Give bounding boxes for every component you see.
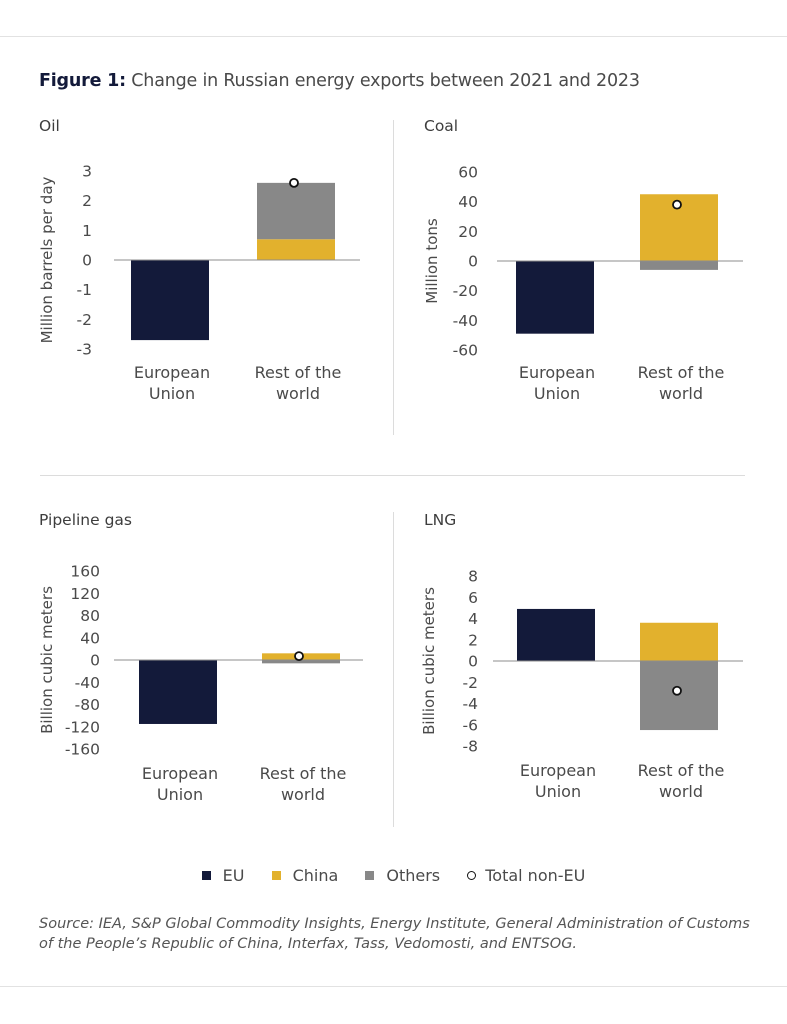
ylabel-coal: Million tons <box>423 218 441 304</box>
category-label-pipeline-gas-rest-of-world: Rest of the <box>260 764 347 783</box>
ytick-label-oil: 2 <box>82 192 92 210</box>
legend-item-total-non-eu: Total non-EU <box>467 866 585 885</box>
top-divider <box>0 36 787 37</box>
ytick-label-oil: -1 <box>77 281 92 299</box>
category-label-pipeline-gas-rest-of-world: world <box>281 785 325 804</box>
ytick-label-pipeline-gas: -40 <box>75 674 100 692</box>
category-label-coal-eu: Union <box>534 384 580 403</box>
ylabel-lng: Billion cubic meters <box>420 587 438 735</box>
category-label-lng-rest-of-world: Rest of the <box>638 761 725 780</box>
marker-oil-total-non-eu <box>289 177 299 188</box>
legend-marker-total-non-eu <box>467 871 477 880</box>
bar-pipeline-gas-eu-eu <box>139 660 217 724</box>
bar-lng-eu-eu <box>517 608 595 661</box>
bottom-divider <box>0 986 787 987</box>
ytick-label-lng: 4 <box>468 610 478 628</box>
marker-coal-total-non-eu <box>672 199 682 210</box>
ytick-label-pipeline-gas: -120 <box>65 718 100 736</box>
legend-label-eu: EU <box>222 866 245 885</box>
category-label-oil-eu: Union <box>149 384 195 403</box>
legend: EU China Others Total non-EU <box>0 865 787 885</box>
source-note: Source: IEA, S&P Global Commodity Insigh… <box>39 916 750 952</box>
figure-title-text: Change in Russian energy exports between… <box>131 71 640 91</box>
bar-coal-others-rest-of-world <box>640 261 718 270</box>
ytick-label-coal: 40 <box>458 193 478 211</box>
legend-item-others: Others <box>365 866 440 885</box>
ylabel-pipeline-gas: Billion cubic meters <box>38 586 56 734</box>
ytick-label-lng: -2 <box>463 674 478 692</box>
ytick-label-coal: 0 <box>468 253 478 271</box>
ytick-label-lng: 8 <box>468 568 478 586</box>
panel-title-lng: LNG <box>424 511 457 529</box>
legend-item-eu: EU <box>201 866 245 885</box>
category-label-oil-rest-of-world: world <box>276 384 320 403</box>
panel-separator-top <box>393 120 394 435</box>
ytick-label-coal: -40 <box>453 312 478 330</box>
bar-pipeline-gas-others-rest-of-world <box>262 660 340 664</box>
ytick-label-pipeline-gas: 0 <box>90 652 100 670</box>
ytick-label-lng: -6 <box>463 716 478 734</box>
ytick-label-coal: 20 <box>458 223 478 241</box>
bar-oil-eu-eu <box>131 260 209 341</box>
category-label-coal-rest-of-world: Rest of the <box>638 363 725 382</box>
marker-lng-total-non-eu <box>672 685 682 696</box>
bar-coal-eu-eu <box>516 261 594 334</box>
ytick-label-coal: 60 <box>458 164 478 182</box>
category-label-coal-eu: European <box>519 363 595 382</box>
legend-item-china: China <box>271 866 339 885</box>
category-label-pipeline-gas-eu: European <box>142 764 218 783</box>
ytick-label-oil: 3 <box>82 163 92 181</box>
category-label-pipeline-gas-eu: Union <box>157 785 203 804</box>
figure-title: Figure 1: Change in Russian energy expor… <box>39 71 640 91</box>
category-label-coal-rest-of-world: world <box>659 384 703 403</box>
ytick-label-coal: -20 <box>453 282 478 300</box>
ytick-label-lng: -4 <box>463 695 478 713</box>
legend-swatch-eu <box>201 871 211 880</box>
ytick-label-pipeline-gas: 120 <box>70 585 100 603</box>
category-label-lng-rest-of-world: world <box>659 782 703 801</box>
bar-oil-others-rest-of-world <box>257 182 335 240</box>
bar-lng-others-rest-of-world <box>640 661 718 731</box>
ytick-label-oil: 1 <box>82 222 92 240</box>
legend-swatch-china <box>271 871 281 880</box>
category-label-lng-eu: European <box>520 761 596 780</box>
figure-label: Figure 1: <box>39 71 126 91</box>
ytick-label-lng: 2 <box>468 631 478 649</box>
legend-label-total-non-eu: Total non-EU <box>485 866 586 885</box>
ytick-label-pipeline-gas: -160 <box>65 741 100 759</box>
ytick-label-pipeline-gas: 80 <box>80 607 100 625</box>
ytick-label-oil: -2 <box>77 311 92 329</box>
category-label-oil-rest-of-world: Rest of the <box>255 363 342 382</box>
ytick-label-lng: -8 <box>463 738 478 756</box>
bar-lng-china-rest-of-world <box>640 622 718 661</box>
ytick-label-oil: 0 <box>82 252 92 270</box>
legend-swatch-others <box>365 871 375 880</box>
charts-canvas: 3 2 1 0 -1 -2 -3 Million barrels per day Europea… <box>38 163 743 804</box>
panel-title-pipeline-gas: Pipeline gas <box>39 511 132 529</box>
ylabel-oil: Million barrels per day <box>38 176 56 343</box>
row-divider <box>40 475 745 476</box>
bar-oil-china-rest-of-world <box>257 239 335 260</box>
legend-label-others: Others <box>386 866 441 885</box>
category-label-lng-eu: Union <box>535 782 581 801</box>
panel-separator-bottom <box>393 512 394 827</box>
marker-pipeline-gas-total-non-eu <box>294 651 304 662</box>
ytick-label-lng: 0 <box>468 653 478 671</box>
ytick-label-oil: -3 <box>77 341 92 359</box>
ytick-label-pipeline-gas: 40 <box>80 629 100 647</box>
panel-title-oil: Oil <box>39 117 60 135</box>
panel-title-coal: Coal <box>424 117 459 135</box>
ytick-label-lng: 6 <box>468 589 478 607</box>
ytick-label-pipeline-gas: -80 <box>75 696 100 714</box>
ytick-label-coal: -60 <box>453 342 478 360</box>
legend-label-china: China <box>292 866 339 885</box>
category-label-oil-eu: European <box>134 363 210 382</box>
ytick-label-pipeline-gas: 160 <box>70 563 100 581</box>
